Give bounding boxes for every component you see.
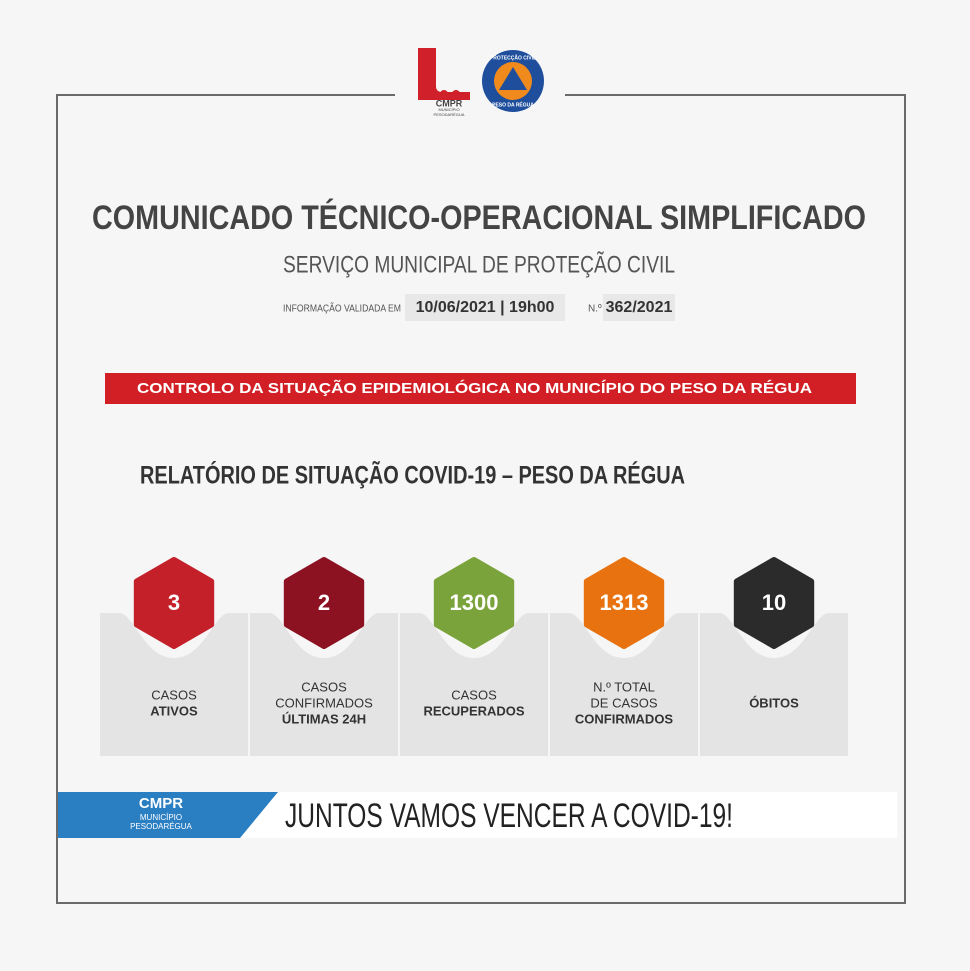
frame [56, 94, 906, 904]
logo-text: PESO DA RÉGUA [492, 100, 534, 108]
stat-hexagon [733, 557, 815, 649]
footer-brand-box [58, 792, 278, 838]
stat-value: 10 [762, 590, 786, 615]
validated-value: 10/06/2021 | 19h00 [416, 299, 555, 316]
logo-text: PROTECÇÃO CIVIL [490, 54, 536, 61]
stat-hexagon [133, 557, 215, 649]
stat-label: CONFIRMADOS [275, 695, 373, 710]
stat-card [100, 613, 248, 756]
stat-value: 1313 [600, 590, 649, 615]
stat-card [400, 613, 548, 756]
stat-label: N.º TOTAL [593, 679, 655, 694]
civil-protection-logo: PROTECÇÃO CIVIL PESO DA RÉGUA [482, 50, 544, 112]
stat-value: 1300 [450, 590, 499, 615]
date-box [405, 294, 565, 321]
stat-label: DE CASOS [590, 695, 658, 710]
banner-text: CONTROLO DA SITUAÇÃO EPIDEMIOLÓGICA NO M… [137, 379, 812, 397]
title: COMUNICADO TÉCNICO-OPERACIONAL SIMPLIFIC… [92, 199, 866, 237]
number-box [603, 294, 675, 321]
stat-card [700, 613, 848, 756]
stat-label: CASOS [451, 687, 497, 702]
stat-label: RECUPERADOS [423, 703, 524, 718]
logo-brand: CMPR [436, 98, 463, 108]
footer-line: PESODARÉGUA [130, 822, 192, 831]
stat-hexagon [433, 557, 515, 649]
stat-label: CONFIRMADOS [575, 711, 674, 726]
stat-value: 3 [168, 590, 180, 615]
logo-line: PESODARÉGUA [434, 112, 465, 117]
stat-hexagon [283, 557, 365, 649]
stat-label: ÚLTIMAS 24H [282, 711, 366, 726]
stat-card [250, 613, 398, 756]
stat-hexagon [583, 557, 665, 649]
stat-label: CASOS [151, 687, 197, 702]
subtitle: SERVIÇO MUNICIPAL DE PROTEÇÃO CIVIL [283, 251, 675, 278]
validated-label: INFORMAÇÃO VALIDADA EM [283, 302, 401, 315]
stat-card [550, 613, 698, 756]
report-title: RELATÓRIO DE SITUAÇÃO COVID-19 – PESO DA… [140, 460, 685, 490]
stat-label: ÓBITOS [749, 695, 799, 710]
banner [105, 373, 856, 404]
footer-line: MUNICÍPIO [140, 813, 182, 822]
stat-value: 2 [318, 590, 330, 615]
footer-brand: CMPR [139, 795, 183, 812]
logo-line: MUNICÍPIO [438, 107, 459, 112]
slogan: JUNTOS VAMOS VENCER A COVID-19! [285, 797, 733, 835]
number-value: 362/2021 [606, 299, 673, 316]
municipality-logo: CMPR MUNICÍPIO PESODARÉGUA [418, 48, 470, 117]
stat-label: CASOS [301, 679, 347, 694]
number-label: N.º [588, 304, 602, 315]
stat-label: ATIVOS [150, 703, 198, 718]
